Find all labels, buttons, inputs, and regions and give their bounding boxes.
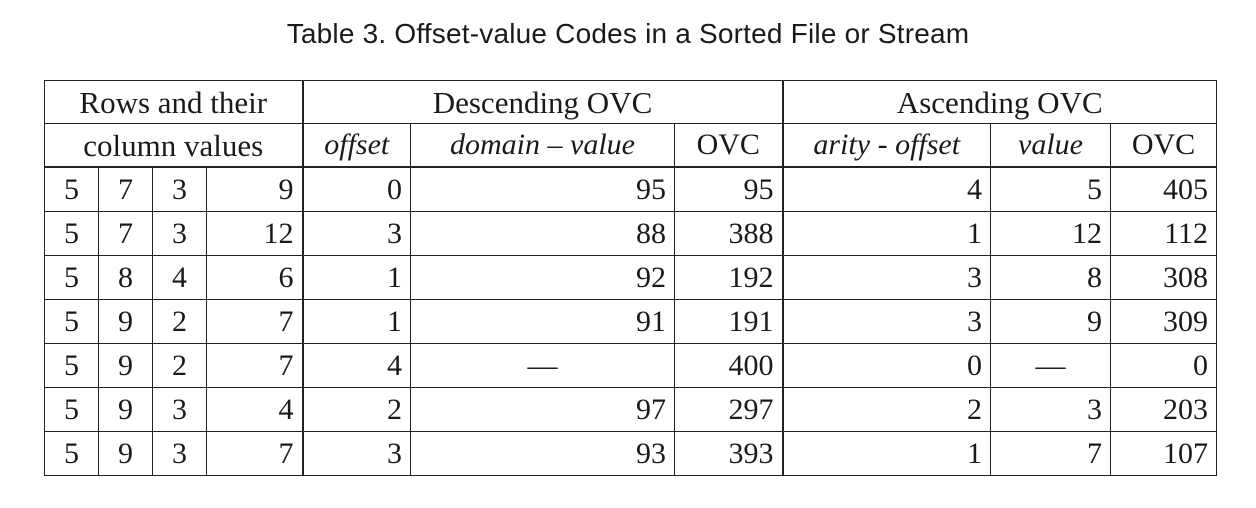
rows-group-header-line2: column values <box>44 123 303 168</box>
asc-value-header: value <box>990 123 1111 168</box>
col2-cell: 8 <box>98 255 153 300</box>
col1-cell: 5 <box>44 299 99 344</box>
desc-ovc-cell: 95 <box>674 166 783 212</box>
asc-ovc-cell: 107 <box>1110 431 1217 476</box>
asc-arity-offset-cell: 4 <box>781 166 991 212</box>
table-row: 5 7 3 12 3 88 388 1 12 112 <box>44 211 1217 256</box>
asc-arity-offset-cell: 3 <box>781 299 991 344</box>
col3-cell: 2 <box>152 299 207 344</box>
col1-cell: 5 <box>44 255 99 300</box>
desc-ovc-cell: 400 <box>674 343 783 388</box>
asc-value-cell: 8 <box>990 255 1111 300</box>
col4-cell: 7 <box>206 343 303 388</box>
desc-domain-value-cell: 93 <box>410 431 675 476</box>
col2-cell: 9 <box>98 299 153 344</box>
desc-offset-cell: 2 <box>301 387 411 432</box>
table-row: 5 9 3 7 3 93 393 1 7 107 <box>44 431 1217 476</box>
table-row: 5 7 3 9 0 95 95 4 5 405 <box>44 166 1217 212</box>
col3-cell: 3 <box>152 387 207 432</box>
asc-ovc-header: OVC <box>1110 123 1217 168</box>
col4-cell: 9 <box>206 166 303 212</box>
desc-ovc-cell: 191 <box>674 299 783 344</box>
desc-offset-header: offset <box>301 123 411 168</box>
ovc-table: Rows and their Descending OVC Ascending … <box>44 80 1217 476</box>
table-row: 5 9 3 4 2 97 297 2 3 203 <box>44 387 1217 432</box>
desc-offset-cell: 1 <box>301 299 411 344</box>
header-row-groups: Rows and their Descending OVC Ascending … <box>44 80 1217 124</box>
rows-group-header-line1: Rows and their <box>79 84 268 120</box>
col1-cell: 5 <box>44 387 99 432</box>
desc-ovc-cell: 388 <box>674 211 783 256</box>
col4-cell: 7 <box>206 299 303 344</box>
col3-cell: 3 <box>152 211 207 256</box>
asc-ovc-cell: 0 <box>1110 343 1217 388</box>
desc-domain-value-cell: 88 <box>410 211 675 256</box>
col3-cell: 4 <box>152 255 207 300</box>
asc-arity-offset-cell: 2 <box>781 387 991 432</box>
header-row-columns: column values offset domain – value OVC … <box>44 123 1217 168</box>
asc-value-cell: 3 <box>990 387 1111 432</box>
table-row: 5 9 2 7 4—400 0—0 <box>44 343 1217 388</box>
col4-cell: 4 <box>206 387 303 432</box>
col1-cell: 5 <box>44 211 99 256</box>
asc-ovc-cell: 203 <box>1110 387 1217 432</box>
col4-cell: 7 <box>206 431 303 476</box>
col1-cell: 5 <box>44 166 99 212</box>
asc-arity-offset-cell: 0 <box>781 343 991 388</box>
table-row: 5 9 2 7 1 91 191 3 9 309 <box>44 299 1217 344</box>
asc-value-cell: 12 <box>990 211 1111 256</box>
asc-arity-offset-cell: 1 <box>781 211 991 256</box>
ascending-group-header: Ascending OVC <box>781 80 1217 124</box>
desc-domain-value-cell: 91 <box>410 299 675 344</box>
desc-offset-cell: 4 <box>301 343 411 388</box>
desc-domain-value-header: domain – value <box>410 123 675 168</box>
desc-domain-value-cell: — <box>410 343 675 388</box>
rows-group-header: Rows and their <box>44 80 303 124</box>
col3-cell: 2 <box>152 343 207 388</box>
asc-arity-offset-header: arity - offset <box>781 123 991 168</box>
desc-offset-cell: 1 <box>301 255 411 300</box>
desc-domain-value-cell: 92 <box>410 255 675 300</box>
asc-arity-offset-cell: 1 <box>781 431 991 476</box>
asc-value-cell: 9 <box>990 299 1111 344</box>
desc-ovc-header: OVC <box>674 123 783 168</box>
desc-ovc-cell: 297 <box>674 387 783 432</box>
asc-ovc-cell: 405 <box>1110 166 1217 212</box>
col2-cell: 9 <box>98 431 153 476</box>
col1-cell: 5 <box>44 343 99 388</box>
col3-cell: 3 <box>152 166 207 212</box>
asc-ovc-cell: 309 <box>1110 299 1217 344</box>
col3-cell: 3 <box>152 431 207 476</box>
desc-ovc-cell: 393 <box>674 431 783 476</box>
desc-domain-value-cell: 97 <box>410 387 675 432</box>
col4-cell: 12 <box>206 211 303 256</box>
desc-offset-cell: 0 <box>301 166 411 212</box>
asc-value-cell: — <box>990 343 1111 388</box>
col4-cell: 6 <box>206 255 303 300</box>
col2-cell: 7 <box>98 211 153 256</box>
desc-offset-cell: 3 <box>301 211 411 256</box>
asc-ovc-cell: 308 <box>1110 255 1217 300</box>
col2-cell: 9 <box>98 343 153 388</box>
asc-value-cell: 5 <box>990 166 1111 212</box>
table-row: 5 8 4 6 1 92 192 3 8 308 <box>44 255 1217 300</box>
col2-cell: 7 <box>98 166 153 212</box>
table-caption: Table 3. Offset-value Codes in a Sorted … <box>286 18 970 49</box>
col2-cell: 9 <box>98 387 153 432</box>
asc-value-cell: 7 <box>990 431 1111 476</box>
desc-domain-value-cell: 95 <box>410 166 675 212</box>
asc-arity-offset-cell: 3 <box>781 255 991 300</box>
col1-cell: 5 <box>44 431 99 476</box>
desc-ovc-cell: 192 <box>674 255 783 300</box>
descending-group-header: Descending OVC <box>301 80 783 124</box>
asc-ovc-cell: 112 <box>1110 211 1217 256</box>
desc-offset-cell: 3 <box>301 431 411 476</box>
